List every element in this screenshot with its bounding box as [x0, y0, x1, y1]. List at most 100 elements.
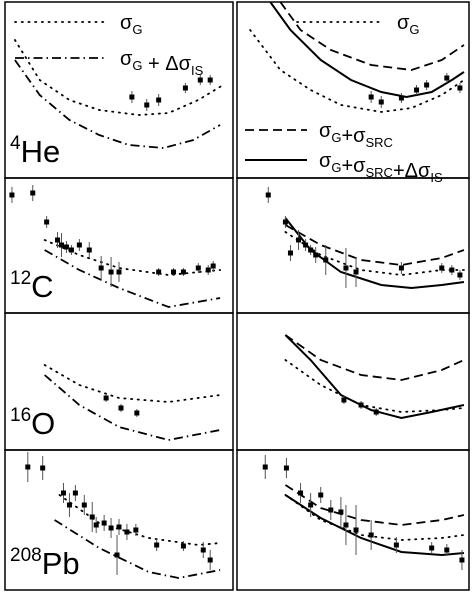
data-point — [154, 542, 160, 548]
curve-dotted — [284, 494, 465, 541]
data-point — [398, 95, 404, 101]
curve-dashed — [279, 2, 465, 71]
curve-dashed — [284, 224, 465, 266]
data-point — [144, 102, 150, 108]
panel-plot — [249, 2, 465, 113]
data-point — [156, 269, 162, 275]
data-point — [282, 219, 288, 225]
data-point — [60, 490, 66, 496]
data-point — [30, 190, 36, 196]
data-point — [328, 507, 334, 513]
panel-frame — [236, 449, 470, 591]
data-point — [444, 547, 450, 553]
data-point — [378, 99, 384, 105]
curve-dashed — [284, 334, 465, 381]
data-point — [459, 557, 465, 563]
data-point — [283, 465, 289, 471]
data-point — [424, 82, 430, 88]
data-point — [308, 247, 314, 253]
data-point — [429, 545, 435, 551]
data-point — [182, 85, 188, 91]
data-point — [398, 265, 404, 271]
legend-label: σG — [120, 12, 142, 37]
data-point — [108, 525, 114, 531]
data-point — [262, 464, 268, 470]
data-point — [129, 94, 135, 100]
panel-plot — [14, 39, 224, 149]
data-point — [93, 522, 99, 528]
curve-dash-dot — [44, 374, 221, 441]
data-point — [313, 252, 319, 258]
panel-plot — [262, 455, 465, 570]
data-point — [353, 527, 359, 533]
data-point — [207, 77, 213, 83]
data-point — [66, 502, 72, 508]
data-point — [444, 75, 450, 81]
curve-solid — [284, 334, 465, 420]
legend-label: σG + ΔσIS — [120, 48, 204, 78]
data-point — [298, 490, 304, 496]
data-point — [393, 542, 399, 548]
data-point — [40, 465, 46, 471]
data-point — [116, 524, 122, 530]
curve-dotted — [43, 364, 222, 403]
data-point — [68, 247, 74, 253]
panel-plot — [43, 364, 222, 441]
data-point — [368, 532, 374, 538]
curve-dotted — [14, 39, 224, 116]
data-point — [156, 97, 162, 103]
data-point — [101, 520, 107, 526]
nucleus-label: 12C — [10, 268, 54, 304]
data-point — [76, 242, 82, 248]
data-point — [449, 267, 455, 273]
data-point — [133, 527, 139, 533]
data-point — [368, 94, 374, 100]
legend-label: σG+σSRC — [319, 120, 393, 150]
data-point — [63, 244, 69, 250]
curve-solid — [269, 2, 465, 99]
data-point — [116, 269, 122, 275]
panel-plot — [265, 187, 465, 290]
data-point — [287, 250, 293, 256]
data-point — [457, 272, 463, 278]
data-point — [414, 87, 420, 93]
data-point — [197, 77, 203, 83]
curve-dotted — [249, 29, 465, 113]
data-point — [343, 265, 349, 271]
panel-plot — [284, 334, 465, 420]
data-point — [296, 237, 302, 243]
data-point — [318, 492, 324, 498]
data-point — [439, 265, 445, 271]
data-point — [180, 269, 186, 275]
panel-plot — [25, 452, 222, 579]
data-point — [86, 247, 92, 253]
data-point — [55, 237, 61, 243]
curve-dash-dot — [54, 519, 221, 579]
data-point — [358, 402, 364, 408]
panel-frame — [4, 449, 234, 591]
data-point — [108, 269, 114, 275]
data-point — [59, 242, 65, 248]
curve-dashed — [284, 484, 465, 526]
data-point — [195, 265, 201, 271]
data-point — [457, 85, 463, 91]
data-point — [338, 509, 344, 515]
curve-dash-dot — [44, 249, 221, 308]
curve-dotted — [58, 494, 222, 546]
data-point — [81, 502, 87, 508]
curve-dotted — [284, 231, 465, 276]
data-point — [180, 543, 186, 549]
curve-solid — [284, 217, 465, 290]
legend-label: σG — [397, 12, 419, 37]
data-point — [323, 257, 329, 263]
data-point — [72, 490, 78, 496]
data-point — [124, 529, 130, 535]
curve-solid — [284, 494, 465, 557]
data-point — [343, 522, 349, 528]
data-point — [114, 552, 120, 558]
nucleus-label: 208Pb — [10, 545, 80, 581]
data-point — [134, 410, 140, 416]
data-point — [265, 192, 271, 198]
data-point — [207, 557, 213, 563]
